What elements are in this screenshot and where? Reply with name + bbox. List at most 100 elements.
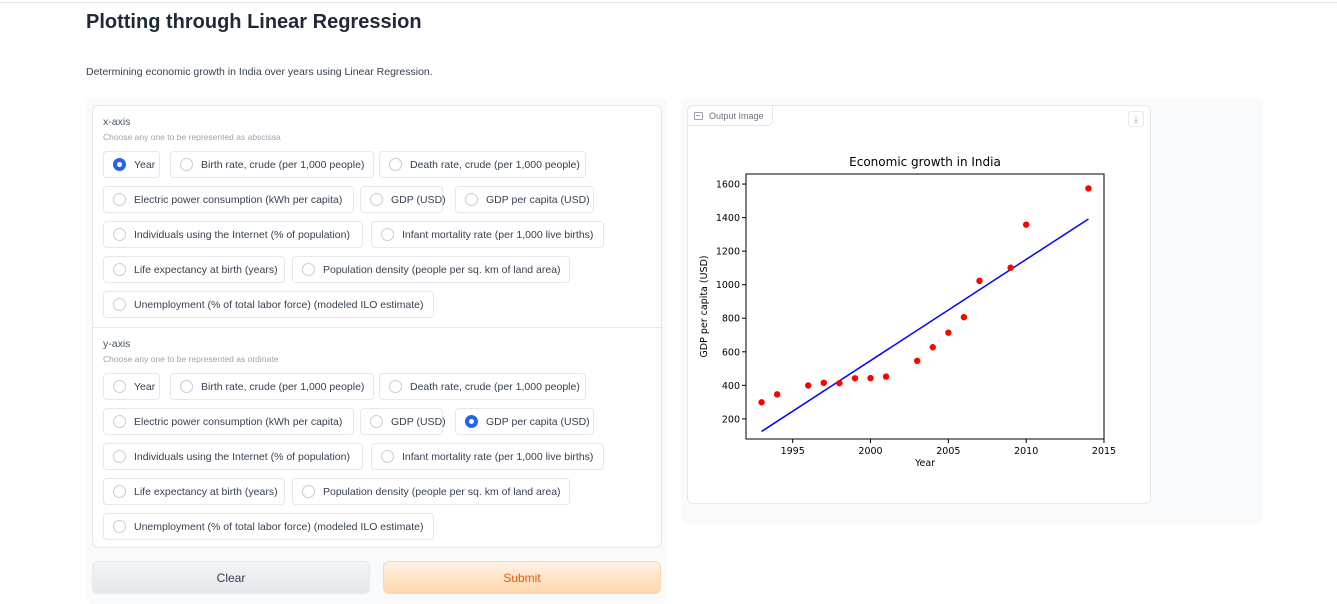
x-axis-label: Year [914,458,935,469]
radio-unchecked[interactable] [113,298,126,311]
regression-line [761,218,1089,433]
plot-frame [745,173,1105,440]
yaxis-option[interactable]: Electric power consumption (kWh per capi… [103,408,354,435]
yaxis-radio-group: y-axis Choose any one to be represented … [93,327,661,547]
xaxis-option-label: GDP per capita (USD) [486,193,590,206]
radio-unchecked[interactable] [302,263,315,276]
data-point [805,382,812,389]
xaxis-option[interactable]: Population density (people per sq. km of… [292,256,570,283]
page-title: Plotting through Linear Regression [86,11,422,33]
y-tick-label: 600 [722,347,740,358]
xaxis-option[interactable]: Birth rate, crude (per 1,000 people) [170,151,374,178]
xaxis-option-label: Electric power consumption (kWh per capi… [134,193,343,206]
radio-unchecked[interactable] [381,450,394,463]
xaxis-option[interactable]: Individuals using the Internet (% of pop… [103,221,363,248]
top-divider [0,2,1337,3]
xaxis-option-label: Life expectancy at birth (years) [134,263,278,276]
yaxis-option[interactable]: Year [103,373,160,400]
xaxis-option[interactable]: GDP per capita (USD) [455,186,594,213]
yaxis-option[interactable]: Death rate, crude (per 1,000 people) [379,373,586,400]
data-point [914,357,921,365]
radio-unchecked[interactable] [113,485,126,498]
yaxis-option[interactable]: Birth rate, crude (per 1,000 people) [170,373,374,400]
xaxis-label: x-axis [103,116,131,128]
chart-title: Economic growth in India [849,155,1001,169]
xaxis-radio-group: x-axis Choose any one to be represented … [93,106,661,327]
xaxis-option[interactable]: Infant mortality rate (per 1,000 live bi… [371,221,604,248]
x-tick-label: 1995 [781,446,805,457]
xaxis-option-label: Individuals using the Internet (% of pop… [134,228,350,241]
yaxis-option[interactable]: Individuals using the Internet (% of pop… [103,443,363,470]
radio-unchecked[interactable] [113,415,126,428]
data-point [976,277,983,285]
radio-unchecked[interactable] [302,485,315,498]
data-point [1022,221,1030,228]
radio-checked[interactable] [465,415,478,428]
radio-unchecked[interactable] [370,193,383,206]
data-point [882,373,890,380]
yaxis-option[interactable]: Unemployment (% of total labor force) (m… [103,513,434,540]
y-tick-label: 1600 [716,180,740,191]
radio-unchecked[interactable] [113,520,126,533]
image-icon [694,111,703,120]
radio-unchecked[interactable] [180,380,193,393]
data-point [945,329,952,336]
yaxis-option-label: Unemployment (% of total labor force) (m… [134,520,424,533]
x-tick-label: 2015 [1092,446,1116,457]
x-tick-label: 2010 [1014,446,1038,457]
output-image-card: Output Image ⤓ Economic growth in India 1… [687,105,1151,504]
xaxis-option[interactable]: Life expectancy at birth (years) [103,256,285,283]
data-point [851,375,859,382]
radio-unchecked[interactable] [389,380,402,393]
data-point [820,379,828,387]
radio-unchecked[interactable] [180,158,193,171]
y-axis-label: GDP per capita (USD) [699,255,710,357]
yaxis-option[interactable]: Life expectancy at birth (years) [103,478,285,505]
yaxis-option-label: Life expectancy at birth (years) [134,485,278,498]
x-tick-label: 2005 [936,446,960,457]
radio-unchecked[interactable] [381,228,394,241]
page-description: Determining economic growth in India ove… [86,66,433,78]
xaxis-option-label: Infant mortality rate (per 1,000 live bi… [402,228,594,241]
inputs-card: x-axis Choose any one to be represented … [92,105,662,548]
yaxis-option[interactable]: GDP per capita (USD) [455,408,594,435]
yaxis-option-label: Individuals using the Internet (% of pop… [134,450,350,463]
radio-unchecked[interactable] [370,415,383,428]
yaxis-option-label: Electric power consumption (kWh per capi… [134,415,343,428]
xaxis-option-label: Birth rate, crude (per 1,000 people) [201,158,365,171]
y-tick-label: 1000 [716,280,740,291]
data-point [1007,264,1014,271]
y-tick-label: 200 [722,414,740,425]
y-tick-label: 800 [722,314,740,325]
radio-unchecked[interactable] [465,193,478,206]
yaxis-option-label: Year [134,380,156,393]
xaxis-option[interactable]: GDP (USD) [360,186,446,213]
yaxis-option[interactable]: GDP (USD) [360,408,446,435]
xaxis-option-label: Population density (people per sq. km of… [323,263,561,276]
radio-unchecked[interactable] [113,228,126,241]
data-point [929,344,936,351]
radio-checked[interactable] [113,158,126,171]
xaxis-option[interactable]: Unemployment (% of total labor force) (m… [103,291,434,318]
radio-unchecked[interactable] [113,263,126,276]
xaxis-option-label: GDP (USD) [391,193,446,206]
radio-unchecked[interactable] [389,158,402,171]
xaxis-option[interactable]: Electric power consumption (kWh per capi… [103,186,354,213]
data-point [836,379,843,387]
xaxis-option[interactable]: Death rate, crude (per 1,000 people) [379,151,586,178]
yaxis-option[interactable]: Infant mortality rate (per 1,000 live bi… [371,443,604,470]
yaxis-option-label: Death rate, crude (per 1,000 people) [410,380,580,393]
yaxis-option[interactable]: Population density (people per sq. km of… [292,478,570,505]
download-icon[interactable]: ⤓ [1128,111,1144,127]
radio-unchecked[interactable] [113,450,126,463]
radio-unchecked[interactable] [113,193,126,206]
y-tick-label: 400 [722,381,740,392]
clear-button[interactable]: Clear [92,561,370,594]
y-tick-label: 1200 [716,247,740,258]
data-point [867,374,874,382]
output-label: Output Image [688,106,773,126]
radio-unchecked[interactable] [113,380,126,393]
xaxis-option[interactable]: Year [103,151,160,178]
submit-button[interactable]: Submit [383,561,661,594]
y-tick-label: 1400 [716,213,740,224]
